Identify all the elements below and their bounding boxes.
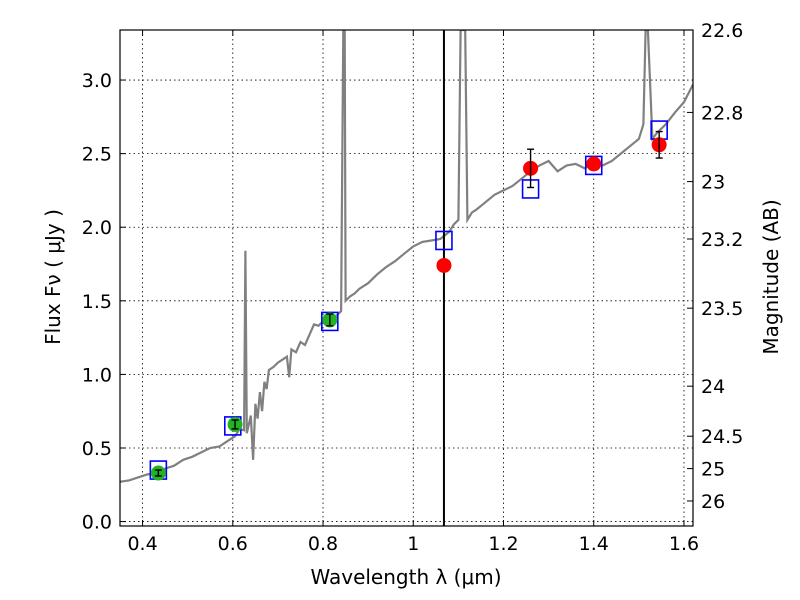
x-tick-label: 0.6 xyxy=(218,533,248,555)
x-tick-label: 0.4 xyxy=(127,533,157,555)
y-tick-label: 3.0 xyxy=(82,70,112,92)
ticks: 0.4 0.6 0.8 1 1.2 1.4 1.6 0.0 0.5 1.0 1.5 2.0 2.5 3.0… xyxy=(82,20,744,555)
square-marker xyxy=(320,311,339,332)
y-tick-label: 2.5 xyxy=(82,144,112,166)
y2-tick-label: 22.8 xyxy=(701,102,743,124)
x-axis-label: Wavelength λ (μm) xyxy=(310,565,501,589)
x-tick-label: 1 xyxy=(407,533,419,555)
y-tick-label: 1.0 xyxy=(82,364,112,386)
photometry-markers xyxy=(149,120,668,481)
y-tick-label: 0.0 xyxy=(82,512,112,534)
grid xyxy=(120,30,693,526)
y2-tick-label: 23.5 xyxy=(701,298,743,320)
spectrum-line xyxy=(120,30,693,483)
y2-tick-label: 23.2 xyxy=(701,229,743,251)
plot-border xyxy=(119,29,694,527)
y2-tick-label: 24 xyxy=(701,376,725,398)
y-tick-label: 1.5 xyxy=(82,291,112,313)
y-axis-label: Flux Fν ( μJy ) xyxy=(41,209,65,345)
circle-marker xyxy=(436,257,452,273)
x-tick-label: 1.6 xyxy=(669,533,699,555)
y2-tick-label: 24.5 xyxy=(701,426,743,448)
y-tick-label: 2.0 xyxy=(82,217,112,239)
plot-frame xyxy=(119,29,694,527)
square-marker xyxy=(435,230,453,251)
y2-axis-label: Magnitude (AB) xyxy=(759,199,783,354)
y2-tick-label: 26 xyxy=(701,491,725,513)
x-tick-label: 1.2 xyxy=(488,533,518,555)
y-tick-label: 0.5 xyxy=(82,438,112,460)
y2-tick-label: 22.6 xyxy=(701,20,743,42)
y2-tick-label: 23 xyxy=(701,172,725,194)
x-tick-label: 1.4 xyxy=(579,533,609,555)
y2-tick-label: 25 xyxy=(701,459,725,481)
square-marker xyxy=(584,155,603,176)
spectrum xyxy=(120,30,693,483)
x-tick-label: 0.8 xyxy=(308,533,338,555)
circle-marker xyxy=(586,156,602,172)
